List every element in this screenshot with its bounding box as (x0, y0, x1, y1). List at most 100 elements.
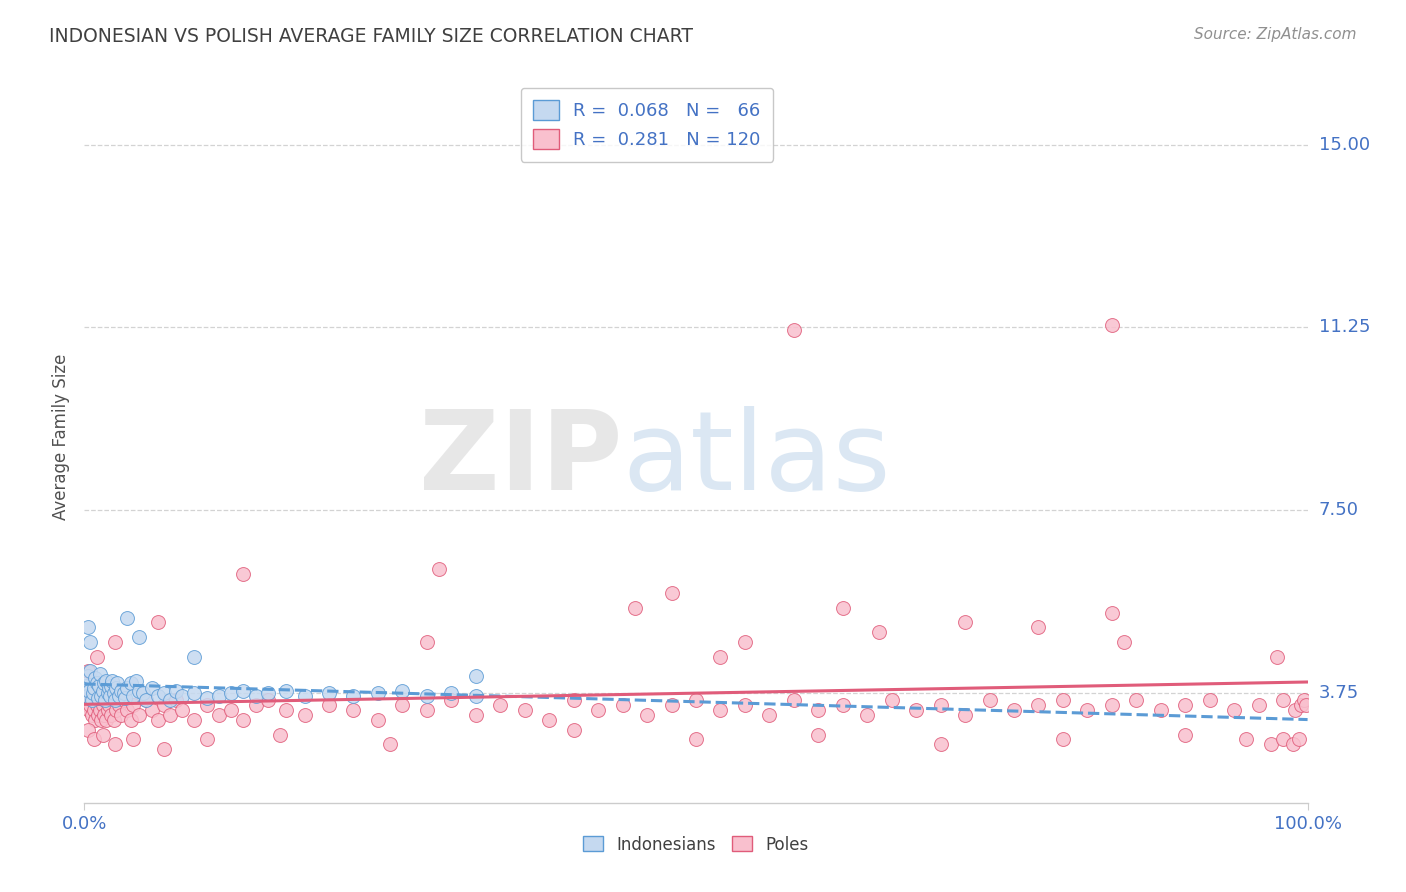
Point (586, 703, 609, 717)
Y-axis label: Average Family Size: Average Family Size (52, 354, 70, 520)
Text: 3.75: 3.75 (1319, 684, 1360, 702)
Point (122, 698, 145, 713)
Point (183, 686, 205, 700)
Point (562, 723, 585, 737)
Point (1292, 693, 1315, 707)
Point (709, 703, 731, 717)
Point (76, 689, 98, 703)
Point (1052, 732, 1074, 747)
Point (869, 625, 891, 640)
Point (219, 686, 242, 700)
Point (612, 698, 634, 713)
Point (245, 689, 267, 703)
Point (75, 683, 97, 698)
Point (257, 693, 280, 707)
Point (1272, 732, 1295, 747)
Point (104, 635, 127, 649)
Point (783, 323, 806, 337)
Point (105, 703, 128, 717)
Point (269, 727, 291, 741)
Point (685, 732, 707, 747)
Point (91, 683, 114, 698)
Point (87, 708, 110, 723)
Point (87, 690, 110, 705)
Point (464, 669, 486, 683)
Point (1114, 635, 1136, 649)
Point (831, 698, 853, 713)
Point (135, 693, 157, 707)
Point (709, 649, 731, 664)
Text: Source: ZipAtlas.com: Source: ZipAtlas.com (1194, 27, 1357, 42)
Point (77, 723, 100, 737)
Point (1284, 703, 1306, 717)
Point (93, 676, 115, 690)
Point (128, 683, 150, 698)
Point (153, 742, 176, 756)
Point (146, 615, 169, 630)
Point (97, 703, 120, 717)
Point (953, 708, 976, 723)
Point (87, 679, 110, 693)
Point (245, 698, 267, 713)
Point (183, 713, 205, 727)
Point (807, 703, 830, 717)
Point (103, 686, 125, 700)
Point (83, 732, 105, 747)
Point (97, 681, 120, 696)
Point (141, 681, 163, 696)
Point (172, 703, 194, 717)
Point (105, 681, 128, 696)
Point (294, 708, 316, 723)
Point (135, 693, 157, 707)
Point (103, 713, 125, 727)
Point (416, 703, 439, 717)
Point (734, 635, 756, 649)
Point (84, 672, 107, 686)
Text: ZIP: ZIP (419, 406, 623, 513)
Point (79, 664, 101, 678)
Point (807, 727, 830, 741)
Point (165, 693, 187, 707)
Point (1295, 698, 1317, 713)
Text: 7.50: 7.50 (1319, 501, 1358, 519)
Point (276, 683, 298, 698)
Point (94, 693, 117, 707)
Point (1002, 703, 1025, 717)
Point (367, 686, 389, 700)
Point (905, 703, 928, 717)
Point (104, 693, 127, 707)
Point (76, 698, 98, 713)
Point (77, 664, 100, 678)
Point (758, 708, 780, 723)
Point (105, 676, 128, 690)
Point (318, 686, 340, 700)
Text: atlas: atlas (623, 406, 891, 513)
Point (1076, 703, 1098, 717)
Point (153, 686, 176, 700)
Point (159, 693, 181, 707)
Point (661, 698, 683, 713)
Point (86, 676, 108, 690)
Point (464, 689, 486, 703)
Point (1101, 606, 1123, 620)
Point (110, 683, 132, 698)
Point (318, 698, 340, 713)
Point (77, 669, 100, 683)
Point (83, 681, 105, 696)
Point (183, 649, 205, 664)
Point (77, 620, 100, 634)
Point (77, 703, 100, 717)
Point (1291, 698, 1313, 713)
Point (112, 693, 135, 707)
Point (1052, 693, 1074, 707)
Point (86, 698, 108, 713)
Point (257, 686, 280, 700)
Point (661, 586, 683, 600)
Point (856, 708, 879, 723)
Point (208, 708, 231, 723)
Point (100, 708, 122, 723)
Point (391, 698, 413, 713)
Point (513, 703, 536, 717)
Point (112, 686, 135, 700)
Point (1028, 698, 1050, 713)
